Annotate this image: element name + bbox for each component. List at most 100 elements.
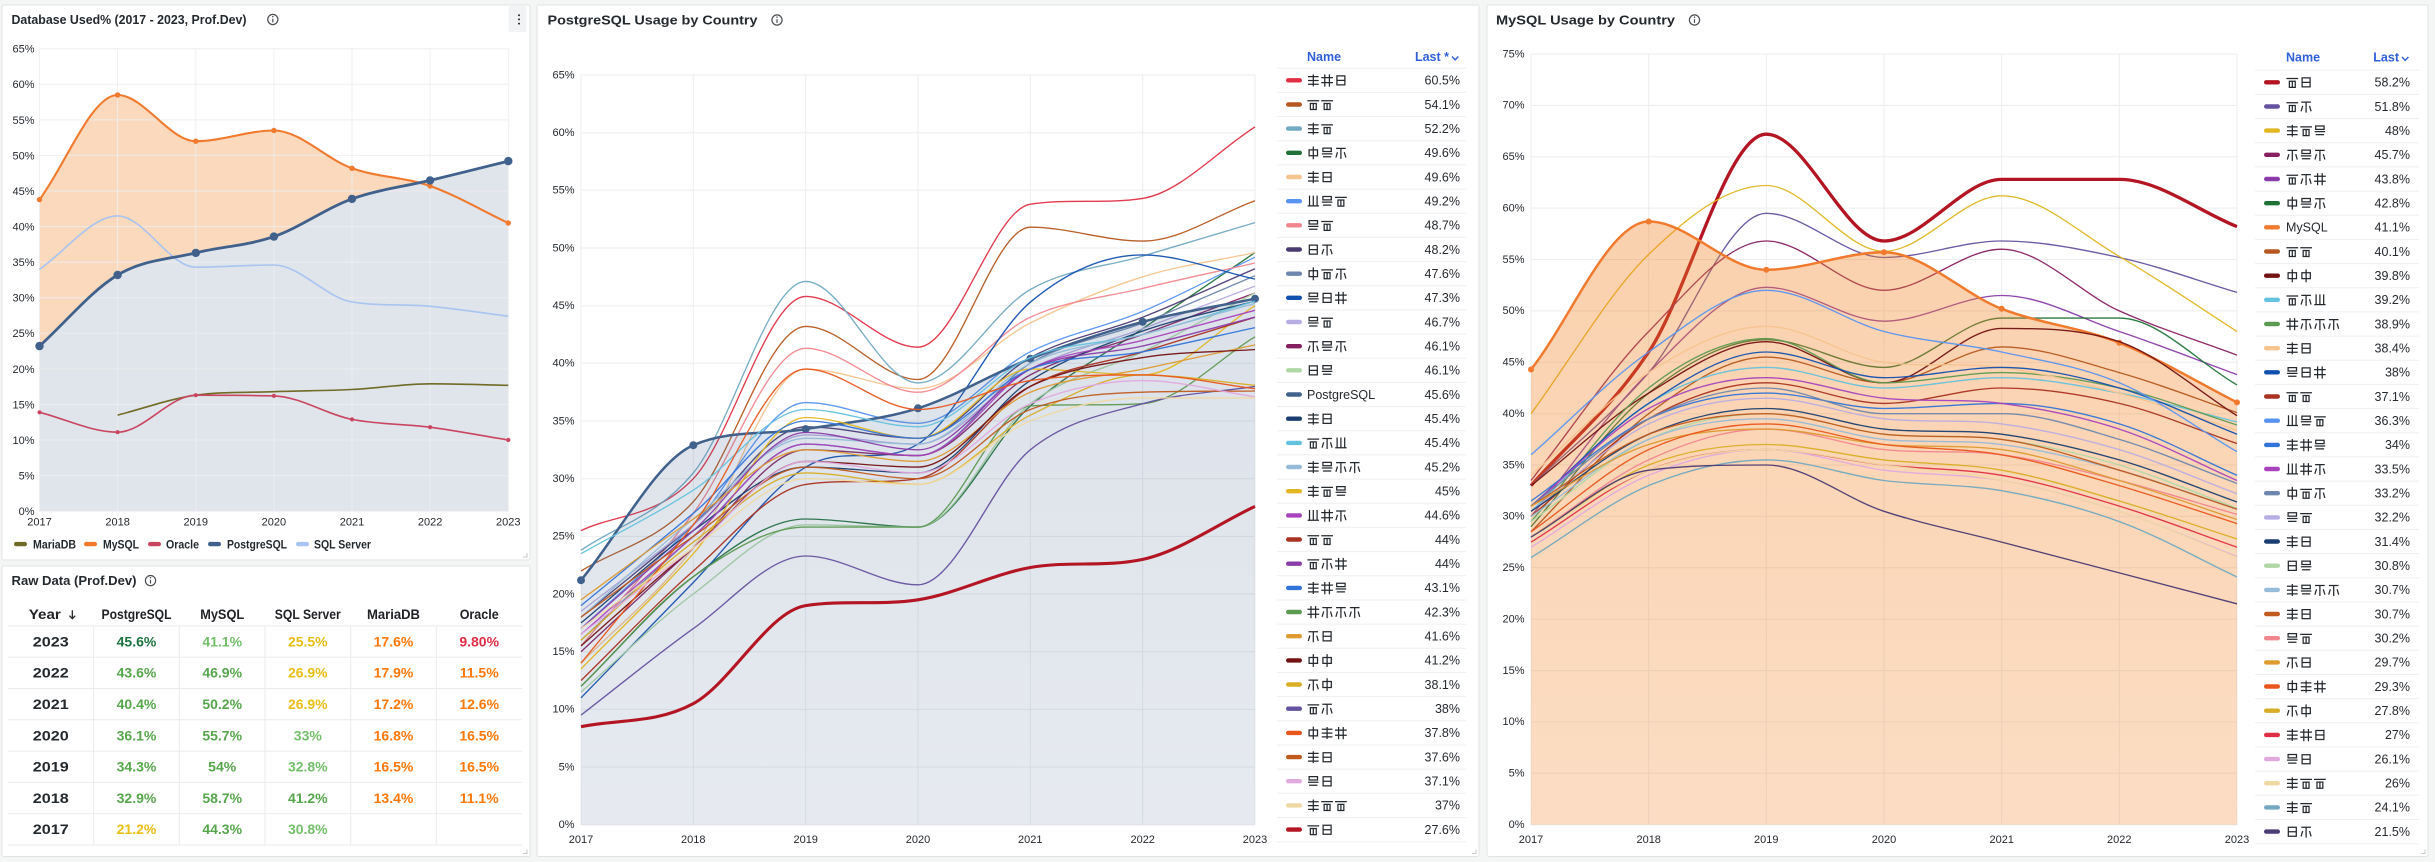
svg-text:45%: 45% [1502,357,1524,369]
svg-text:0%: 0% [19,506,35,518]
svg-text:44.6%: 44.6% [1425,509,1460,523]
svg-text:SQL Server: SQL Server [314,537,371,551]
svg-text:40.4%: 40.4% [117,696,157,712]
svg-text:55.7%: 55.7% [202,727,242,743]
svg-text:PostgreSQL: PostgreSQL [227,537,287,551]
svg-text:PostgreSQL Usage by Country: PostgreSQL Usage by Country [548,13,759,28]
svg-text:2017: 2017 [569,834,593,846]
svg-text:21.5%: 21.5% [2375,825,2410,839]
svg-text:33%: 33% [294,727,323,743]
svg-text:60%: 60% [12,79,34,91]
svg-text:MariaDB: MariaDB [33,537,76,551]
svg-text:27.8%: 27.8% [2375,704,2410,718]
svg-text:0%: 0% [559,819,575,831]
svg-text:40.1%: 40.1% [2375,245,2410,259]
svg-text:41.1%: 41.1% [202,633,242,649]
svg-text:2022: 2022 [33,665,69,681]
svg-text:41.6%: 41.6% [1425,630,1460,644]
svg-text:34.3%: 34.3% [117,759,157,775]
svg-text:Year: Year [29,606,62,622]
svg-text:37.1%: 37.1% [2375,390,2410,404]
svg-text:60.5%: 60.5% [1425,74,1460,88]
svg-text:49.2%: 49.2% [1425,195,1460,209]
svg-text:PostgreSQL: PostgreSQL [102,606,172,622]
svg-text:2020: 2020 [33,727,69,743]
svg-text:45.6%: 45.6% [117,633,157,649]
svg-text:30%: 30% [1502,511,1524,523]
svg-text:58.2%: 58.2% [2375,76,2410,90]
svg-text:38.4%: 38.4% [2375,342,2410,356]
svg-text:30.8%: 30.8% [288,821,328,837]
svg-text:45%: 45% [552,300,574,312]
svg-text:PostgreSQL: PostgreSQL [1307,388,1375,402]
svg-text:46.1%: 46.1% [1425,340,1460,354]
svg-text:15%: 15% [12,399,34,411]
svg-text:29.3%: 29.3% [2375,680,2410,694]
svg-text:34%: 34% [2385,438,2410,452]
svg-text:43.8%: 43.8% [2375,172,2410,186]
svg-text:26.9%: 26.9% [288,665,328,681]
svg-text:37.6%: 37.6% [1425,750,1460,764]
svg-text:47.3%: 47.3% [1425,291,1460,305]
svg-text:43.6%: 43.6% [117,665,157,681]
svg-text:35%: 35% [1502,459,1524,471]
svg-text:17.2%: 17.2% [374,696,414,712]
svg-text:48%: 48% [2385,124,2410,138]
svg-text:38%: 38% [2385,366,2410,380]
svg-text:Oracle: Oracle [460,606,499,622]
svg-text:30%: 30% [552,473,574,485]
svg-text:37.1%: 37.1% [1425,775,1460,789]
svg-text:55%: 55% [552,185,574,197]
svg-text:32.8%: 32.8% [288,759,328,775]
svg-text:15%: 15% [1502,665,1524,677]
svg-text:12.6%: 12.6% [459,696,499,712]
svg-text:50%: 50% [12,150,34,162]
svg-text:2022: 2022 [1130,834,1154,846]
svg-text:45%: 45% [12,186,34,198]
svg-text:44.3%: 44.3% [202,821,242,837]
svg-text:39.8%: 39.8% [2375,269,2410,283]
svg-text:44%: 44% [1435,557,1460,571]
svg-text:MySQL: MySQL [200,606,244,622]
svg-text:2018: 2018 [1636,834,1660,846]
svg-text:49.6%: 49.6% [1425,146,1460,160]
svg-text:40%: 40% [12,222,34,234]
svg-text:37%: 37% [1435,799,1460,813]
svg-text:5%: 5% [1509,768,1525,780]
svg-text:2019: 2019 [793,834,817,846]
svg-text:45.7%: 45.7% [2375,148,2410,162]
svg-text:33.5%: 33.5% [2375,462,2410,476]
svg-text:45.6%: 45.6% [1425,388,1460,402]
svg-text:41.2%: 41.2% [288,790,328,806]
svg-text:Raw Data (Prof.Dev): Raw Data (Prof.Dev) [12,573,137,588]
svg-text:31.4%: 31.4% [2375,535,2410,549]
svg-text:55%: 55% [12,115,34,127]
svg-text:20%: 20% [1502,614,1524,626]
svg-text:25%: 25% [1502,562,1524,574]
svg-text:46.7%: 46.7% [1425,315,1460,329]
svg-text:41.1%: 41.1% [2375,221,2410,235]
svg-text:36.1%: 36.1% [117,727,157,743]
svg-text:47.6%: 47.6% [1425,267,1460,281]
svg-text:26.1%: 26.1% [2375,752,2410,766]
svg-text:46.1%: 46.1% [1425,364,1460,378]
svg-text:2023: 2023 [496,517,520,529]
svg-text:43.1%: 43.1% [1425,581,1460,595]
svg-text:45%: 45% [1435,485,1460,499]
svg-text:2020: 2020 [262,517,286,529]
svg-text:45.4%: 45.4% [1425,436,1460,450]
svg-text:16.5%: 16.5% [374,759,414,775]
svg-text:MariaDB: MariaDB [367,606,420,622]
svg-text:2022: 2022 [418,517,442,529]
svg-text:35%: 35% [552,415,574,427]
svg-text:60%: 60% [552,127,574,139]
svg-text:2020: 2020 [1872,834,1896,846]
svg-text:54.1%: 54.1% [1425,98,1460,112]
svg-text:2019: 2019 [33,759,69,775]
svg-text:MySQL: MySQL [2286,221,2328,235]
svg-text:10%: 10% [552,704,574,716]
svg-text:11.5%: 11.5% [460,665,499,681]
svg-text:5%: 5% [19,471,35,483]
svg-text:36.3%: 36.3% [2375,414,2410,428]
svg-text:2018: 2018 [105,517,129,529]
